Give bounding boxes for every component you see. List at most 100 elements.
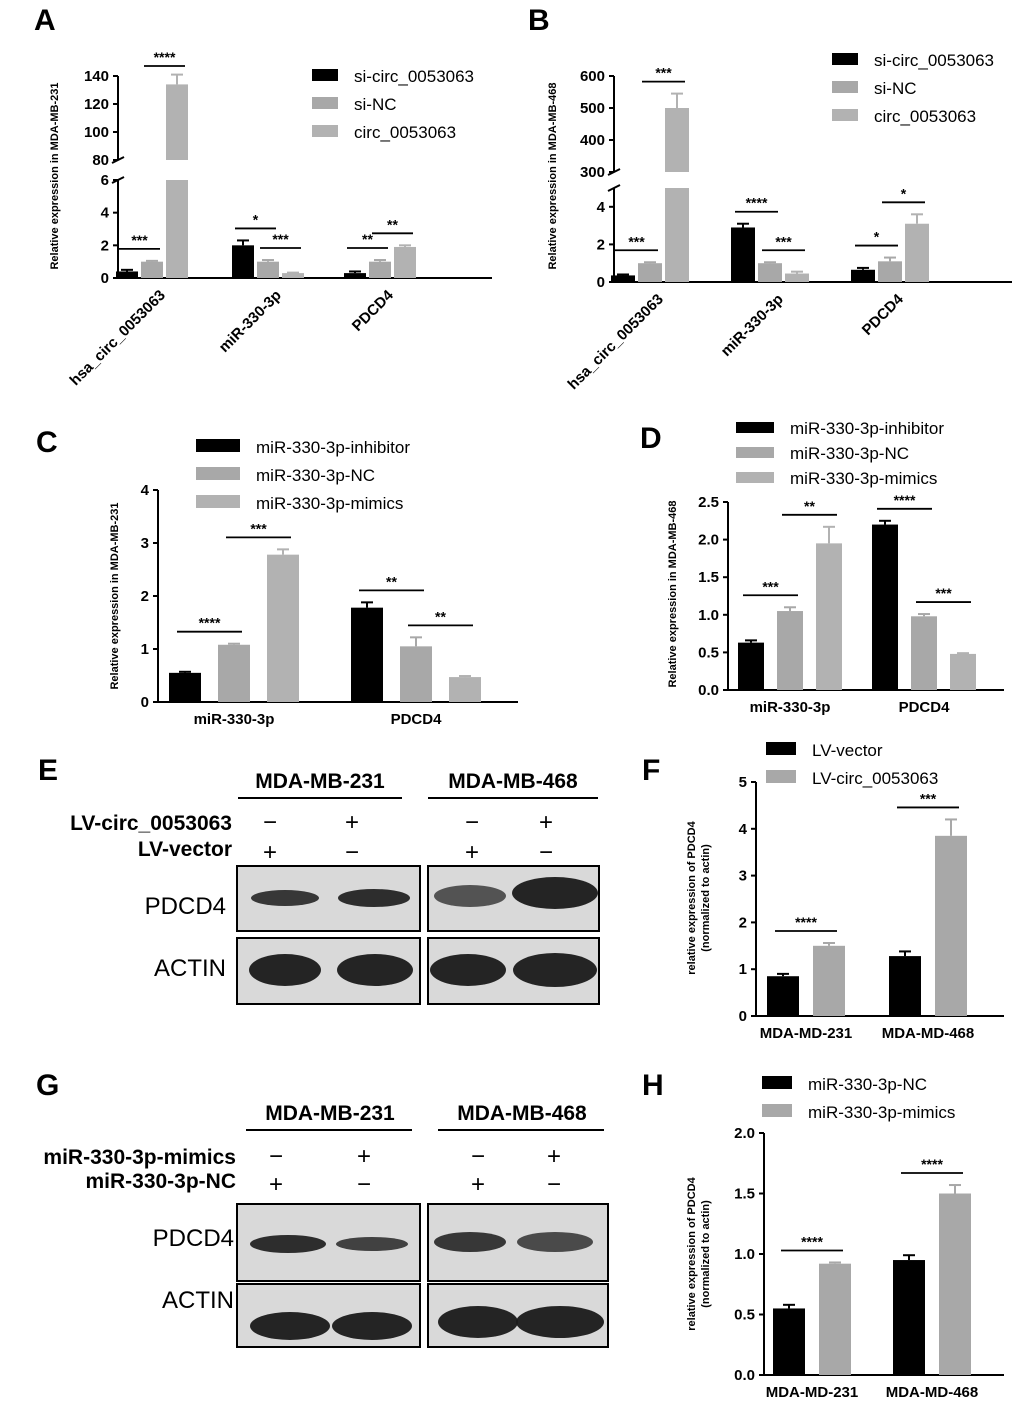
panel-letter-h: H — [642, 1069, 664, 1102]
bar-1 — [777, 611, 803, 690]
legend-label: miR-330-3p-inhibitor — [790, 419, 944, 438]
chart-f: 0 1 2 3 4 5 relative expression of PDCD4 (norma… — [686, 741, 1004, 1042]
significance-label: ** — [387, 216, 398, 232]
y-tick-label: 400 — [580, 132, 605, 149]
significance-label: *** — [131, 232, 148, 248]
protein-band — [434, 1232, 506, 1252]
protein-band — [332, 1312, 412, 1340]
y-tick-label: 100 — [84, 124, 109, 141]
legend-swatch — [312, 69, 338, 81]
y-tick-label: 1.0 — [734, 1246, 755, 1263]
y-tick-label: 1 — [739, 961, 747, 978]
sign-marker: + — [263, 839, 277, 866]
sign-marker: + — [345, 809, 359, 836]
legend-label: circ_0053063 — [874, 107, 976, 126]
panel-letter-a: A — [34, 4, 56, 37]
bar-1 — [819, 1263, 851, 1375]
legend-label: miR-330-3p-mimics — [808, 1103, 955, 1122]
bar-2 — [816, 543, 842, 690]
y-tick-label: 2.5 — [698, 494, 719, 511]
x-category-label: miR-330-3p — [216, 287, 285, 356]
x-category-label: MDA-MD-231 — [766, 1384, 859, 1401]
condition-label: LV-circ_0053063 — [70, 812, 232, 835]
bar-1 — [141, 261, 163, 278]
y-tick-label: 0 — [739, 1008, 747, 1025]
bar-1 — [878, 261, 902, 282]
significance-label: *** — [935, 585, 952, 601]
y-tick-label: 4 — [101, 205, 110, 222]
legend-swatch — [196, 439, 240, 452]
significance-label: **** — [894, 492, 916, 508]
bar-0 — [773, 1308, 805, 1375]
significance-label: **** — [801, 1233, 823, 1249]
x-category-label: hsa_circ_0053063 — [67, 287, 169, 389]
protein-band — [430, 954, 506, 986]
significance-label: *** — [272, 231, 289, 247]
chart-c: 0 1 2 3 4 Relative expression in MDA-MB-231 mi… — [109, 438, 518, 728]
sign-marker: − — [357, 1171, 371, 1198]
bar-0 — [872, 524, 898, 690]
bar-2 — [665, 188, 689, 282]
chart-h: 0.0 0.5 1.0 1.5 2.0 relative expression of PD… — [686, 1075, 1004, 1401]
legend-label: miR-330-3p-mimics — [790, 469, 937, 488]
y-tick-label: 5 — [739, 774, 747, 791]
panel-letter-d: D — [640, 422, 662, 455]
panel-letter-e: E — [38, 754, 58, 787]
protein-band — [512, 877, 598, 909]
legend-swatch — [196, 495, 240, 508]
x-category-label: MDA-MD-468 — [886, 1384, 979, 1401]
cell-line-label: MDA-MB-468 — [457, 1102, 587, 1125]
legend-label: miR-330-3p-inhibitor — [256, 438, 410, 457]
significance-label: *** — [655, 65, 672, 81]
panel-letter-g: G — [36, 1069, 59, 1102]
legend-label: si-circ_0053063 — [354, 67, 474, 86]
protein-band — [251, 890, 319, 906]
sign-marker: − — [471, 1143, 485, 1170]
bar-1 — [369, 261, 391, 278]
legend-label: si-NC — [874, 79, 917, 98]
significance-label: *** — [920, 790, 937, 806]
x-category-label: miR-330-3p — [750, 699, 831, 716]
y-tick-label: 140 — [84, 68, 109, 85]
y-tick-label: 1.5 — [734, 1186, 755, 1203]
significance-label: * — [901, 185, 907, 201]
y-tick-label: 0.5 — [734, 1307, 755, 1324]
protein-band — [250, 1312, 330, 1340]
x-category-label: PDCD4 — [899, 699, 951, 716]
chart-a: 0 2 4 6 80 100 120 140 Relative expression in MD… — [49, 49, 492, 389]
y-tick-label: 1 — [141, 641, 149, 658]
y-tick-label: 0 — [101, 270, 109, 287]
band-label: ACTIN — [162, 1287, 234, 1314]
western-blot-g: MDA-MB-231 MDA-MB-468 miR-330-3p-mimicsmiR… — [43, 1102, 609, 1348]
significance-label: ** — [386, 573, 397, 589]
significance-label: **** — [795, 914, 817, 930]
y-tick-label: 2.0 — [698, 532, 719, 549]
sign-marker: + — [547, 1143, 561, 1170]
sign-marker: − — [465, 809, 479, 836]
y-tick-label: 1.0 — [698, 607, 719, 624]
condition-label: LV-vector — [138, 838, 232, 861]
y-axis-label-line2: (normalized to actin) — [700, 844, 712, 952]
legend-swatch — [196, 467, 240, 480]
y-axis-label: Relative expression in MDA-MB-231 — [109, 502, 121, 689]
cell-line-label: MDA-MB-231 — [265, 1102, 395, 1125]
band-label: ACTIN — [154, 955, 226, 982]
x-category-label: miR-330-3p — [718, 291, 787, 360]
x-category-label: PDCD4 — [349, 286, 397, 334]
bar-0 — [738, 642, 764, 690]
y-axis-label: Relative expression in MDA-MB-231 — [49, 82, 61, 269]
legend-swatch — [762, 1076, 792, 1089]
sign-marker: + — [269, 1171, 283, 1198]
y-tick-label: 2 — [739, 914, 747, 931]
y-tick-label: 3 — [739, 868, 747, 885]
y-tick-label: 600 — [580, 68, 605, 85]
x-category-label: PDCD4 — [391, 711, 443, 728]
protein-band — [336, 1237, 408, 1251]
legend-swatch — [832, 53, 858, 65]
y-tick-label: 2 — [597, 236, 605, 253]
legend-swatch — [736, 422, 774, 433]
legend-label: miR-330-3p-mimics — [256, 494, 403, 513]
bar-0 — [889, 956, 921, 1016]
y-axis-label: relative expression of PDCD4 — [686, 1176, 698, 1330]
